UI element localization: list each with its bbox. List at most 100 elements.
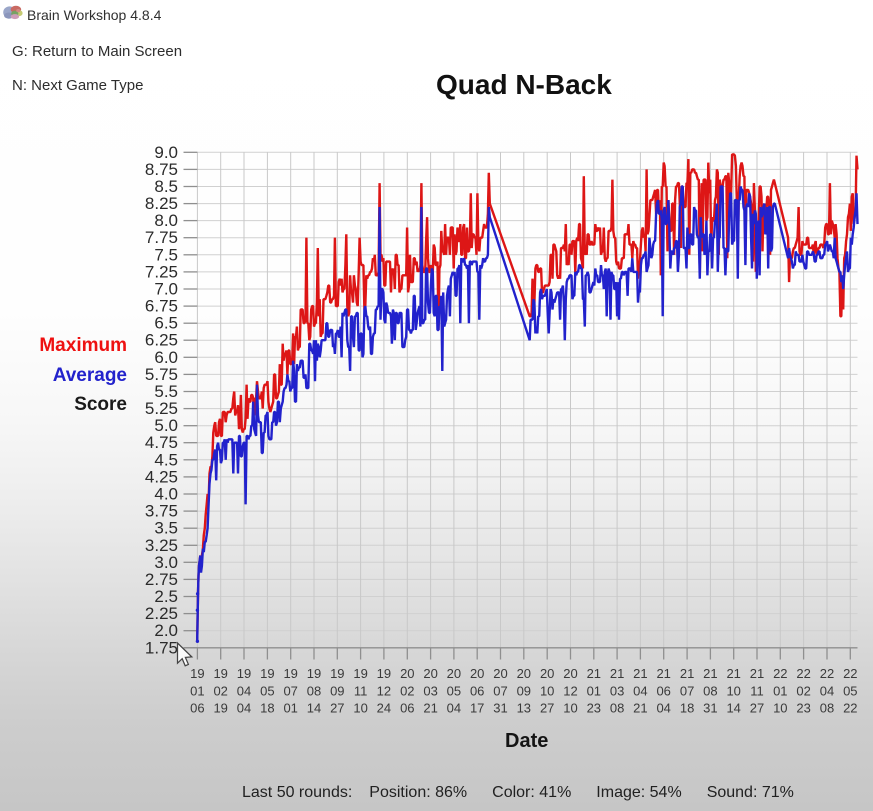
svg-text:01: 01 bbox=[190, 683, 204, 698]
svg-text:7.75: 7.75 bbox=[145, 228, 178, 247]
svg-text:6.0: 6.0 bbox=[154, 348, 178, 367]
svg-text:08: 08 bbox=[610, 701, 624, 716]
svg-text:2.25: 2.25 bbox=[145, 604, 178, 623]
svg-text:5.0: 5.0 bbox=[154, 416, 178, 435]
svg-text:17: 17 bbox=[470, 701, 484, 716]
svg-text:20: 20 bbox=[493, 666, 507, 681]
svg-text:3.75: 3.75 bbox=[145, 502, 178, 521]
svg-text:20: 20 bbox=[447, 666, 461, 681]
svg-text:20: 20 bbox=[563, 666, 577, 681]
svg-text:8.0: 8.0 bbox=[154, 211, 178, 230]
svg-text:8.5: 8.5 bbox=[154, 177, 178, 196]
svg-text:8.75: 8.75 bbox=[145, 160, 178, 179]
svg-text:10: 10 bbox=[726, 683, 740, 698]
svg-text:07: 07 bbox=[680, 683, 694, 698]
svg-text:19: 19 bbox=[190, 666, 204, 681]
svg-text:4.0: 4.0 bbox=[154, 485, 178, 504]
svg-text:03: 03 bbox=[423, 683, 437, 698]
svg-text:5.75: 5.75 bbox=[145, 365, 178, 384]
svg-text:19: 19 bbox=[353, 666, 367, 681]
svg-text:11: 11 bbox=[750, 683, 764, 698]
svg-text:13: 13 bbox=[517, 701, 531, 716]
svg-text:04: 04 bbox=[820, 683, 834, 698]
svg-text:18: 18 bbox=[680, 701, 694, 716]
svg-text:12: 12 bbox=[563, 683, 577, 698]
svg-text:05: 05 bbox=[447, 683, 461, 698]
svg-text:19: 19 bbox=[283, 666, 297, 681]
svg-text:22: 22 bbox=[773, 666, 787, 681]
svg-text:22: 22 bbox=[796, 666, 810, 681]
svg-text:08: 08 bbox=[703, 683, 717, 698]
svg-text:04: 04 bbox=[447, 701, 461, 716]
svg-text:7.25: 7.25 bbox=[145, 262, 178, 281]
svg-text:31: 31 bbox=[703, 701, 717, 716]
svg-text:09: 09 bbox=[330, 683, 344, 698]
svg-text:05: 05 bbox=[260, 683, 274, 698]
svg-text:20: 20 bbox=[470, 666, 484, 681]
svg-text:14: 14 bbox=[726, 701, 740, 716]
svg-text:19: 19 bbox=[307, 666, 321, 681]
svg-text:10: 10 bbox=[353, 701, 367, 716]
svg-text:04: 04 bbox=[237, 683, 251, 698]
svg-text:01: 01 bbox=[283, 701, 297, 716]
svg-text:02: 02 bbox=[796, 683, 810, 698]
svg-text:27: 27 bbox=[540, 701, 554, 716]
svg-text:21: 21 bbox=[587, 666, 601, 681]
svg-text:19: 19 bbox=[213, 666, 227, 681]
svg-text:6.25: 6.25 bbox=[145, 331, 178, 350]
svg-text:2.5: 2.5 bbox=[154, 587, 178, 606]
svg-text:21: 21 bbox=[750, 666, 764, 681]
svg-text:06: 06 bbox=[190, 701, 204, 716]
svg-text:27: 27 bbox=[330, 701, 344, 716]
svg-text:8.25: 8.25 bbox=[145, 194, 178, 213]
svg-text:08: 08 bbox=[307, 683, 321, 698]
svg-text:04: 04 bbox=[633, 683, 647, 698]
svg-text:20: 20 bbox=[400, 666, 414, 681]
svg-text:31: 31 bbox=[493, 701, 507, 716]
svg-text:06: 06 bbox=[656, 683, 670, 698]
svg-text:20: 20 bbox=[540, 666, 554, 681]
svg-text:06: 06 bbox=[470, 683, 484, 698]
svg-text:3.5: 3.5 bbox=[154, 519, 178, 538]
svg-text:21: 21 bbox=[423, 701, 437, 716]
svg-text:3.0: 3.0 bbox=[154, 553, 178, 572]
svg-text:24: 24 bbox=[377, 701, 391, 716]
svg-text:4.25: 4.25 bbox=[145, 467, 178, 486]
svg-text:19: 19 bbox=[260, 666, 274, 681]
svg-text:21: 21 bbox=[703, 666, 717, 681]
svg-text:18: 18 bbox=[260, 701, 274, 716]
svg-text:04: 04 bbox=[656, 701, 670, 716]
svg-text:08: 08 bbox=[820, 701, 834, 716]
svg-text:21: 21 bbox=[633, 701, 647, 716]
svg-text:21: 21 bbox=[726, 666, 740, 681]
svg-text:9.0: 9.0 bbox=[154, 143, 178, 162]
svg-text:09: 09 bbox=[517, 683, 531, 698]
svg-text:6.5: 6.5 bbox=[154, 314, 178, 333]
svg-text:02: 02 bbox=[213, 683, 227, 698]
svg-text:2.0: 2.0 bbox=[154, 621, 178, 640]
svg-text:22: 22 bbox=[820, 666, 834, 681]
svg-text:4.5: 4.5 bbox=[154, 450, 178, 469]
svg-text:14: 14 bbox=[307, 701, 321, 716]
svg-text:2.75: 2.75 bbox=[145, 570, 178, 589]
svg-text:23: 23 bbox=[587, 701, 601, 716]
svg-text:3.25: 3.25 bbox=[145, 536, 178, 555]
svg-text:6.75: 6.75 bbox=[145, 297, 178, 316]
svg-text:22: 22 bbox=[843, 666, 857, 681]
svg-text:19: 19 bbox=[377, 666, 391, 681]
svg-text:21: 21 bbox=[633, 666, 647, 681]
svg-text:5.25: 5.25 bbox=[145, 399, 178, 418]
svg-text:11: 11 bbox=[354, 683, 368, 698]
svg-text:5.5: 5.5 bbox=[154, 382, 178, 401]
svg-text:7.0: 7.0 bbox=[154, 280, 178, 299]
svg-text:19: 19 bbox=[330, 666, 344, 681]
svg-text:22: 22 bbox=[843, 701, 857, 716]
svg-text:07: 07 bbox=[283, 683, 297, 698]
svg-text:01: 01 bbox=[773, 683, 787, 698]
svg-text:10: 10 bbox=[773, 701, 787, 716]
svg-text:4.75: 4.75 bbox=[145, 433, 178, 452]
svg-text:04: 04 bbox=[237, 701, 251, 716]
svg-text:21: 21 bbox=[680, 666, 694, 681]
svg-text:19: 19 bbox=[237, 666, 251, 681]
svg-text:27: 27 bbox=[750, 701, 764, 716]
